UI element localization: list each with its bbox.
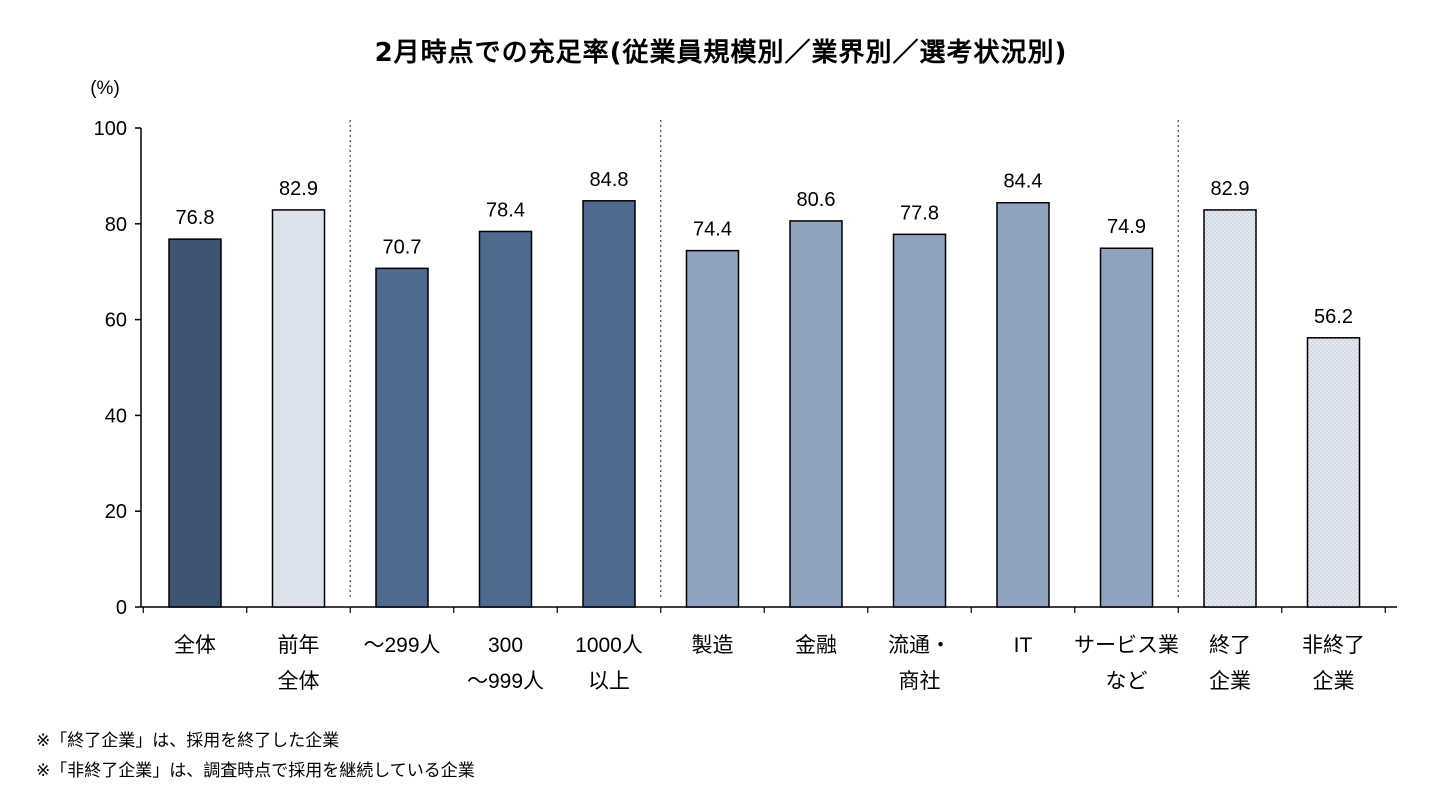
y-tick-label: 80	[105, 214, 127, 236]
x-category-label: 1000人以上	[575, 634, 643, 693]
x-category-label: 流通・商社	[888, 634, 951, 693]
bar-value-label: 84.8	[590, 169, 629, 191]
bar-value-label: 74.9	[1107, 216, 1146, 238]
x-category-label: 製造	[692, 634, 734, 657]
bar-value-label: 74.4	[693, 219, 732, 241]
bar	[685, 249, 740, 608]
bar-value-label: 82.9	[279, 178, 318, 200]
x-category-label: 前年全体	[278, 634, 320, 693]
x-category-label: IT	[1014, 634, 1033, 657]
bar	[1099, 247, 1154, 608]
y-axis-unit-label: (%)	[90, 78, 120, 99]
bar	[892, 233, 947, 608]
bar-value-label: 78.4	[486, 199, 525, 221]
footnote-finished-companies: ※「終了企業」は、採用を終了した企業	[36, 731, 340, 751]
y-tick-label: 100	[94, 118, 127, 140]
y-tick-label: 60	[105, 310, 127, 332]
bar	[478, 230, 533, 608]
bar	[1203, 209, 1257, 608]
bar-value-label: 84.4	[1004, 171, 1043, 193]
x-category-label: サービス業など	[1074, 634, 1179, 693]
bar	[271, 209, 326, 608]
bar-value-label: 82.9	[1211, 178, 1250, 200]
bar	[168, 238, 222, 608]
bar	[582, 200, 636, 608]
x-category-label: 終了企業	[1209, 634, 1251, 693]
bar	[375, 267, 429, 608]
bar-value-label: 80.6	[797, 189, 836, 211]
x-category-label: 全体	[174, 634, 216, 657]
x-category-label: ～299人	[363, 634, 440, 657]
bar-value-label: 76.8	[176, 207, 215, 229]
bar-value-label: 70.7	[383, 236, 422, 258]
x-category-label: 非終了企業	[1302, 634, 1365, 693]
x-category-label: 金融	[795, 634, 837, 657]
y-tick-label: 0	[116, 597, 127, 619]
bar	[996, 201, 1050, 608]
bar	[1306, 337, 1361, 608]
chart-title: 2月時点での充足率(従業員規模別／業界別／選考状況別)	[374, 38, 1068, 68]
bar-value-label: 77.8	[900, 202, 939, 224]
bar-value-label: 56.2	[1314, 306, 1353, 328]
footnote-unfinished-companies: ※「非終了企業」は、調査時点で採用を継続している企業	[36, 761, 475, 781]
y-tick-label: 20	[105, 501, 127, 523]
y-tick-label: 40	[105, 405, 127, 427]
bar	[789, 220, 843, 608]
x-category-label: 300 ～999人	[467, 634, 544, 693]
